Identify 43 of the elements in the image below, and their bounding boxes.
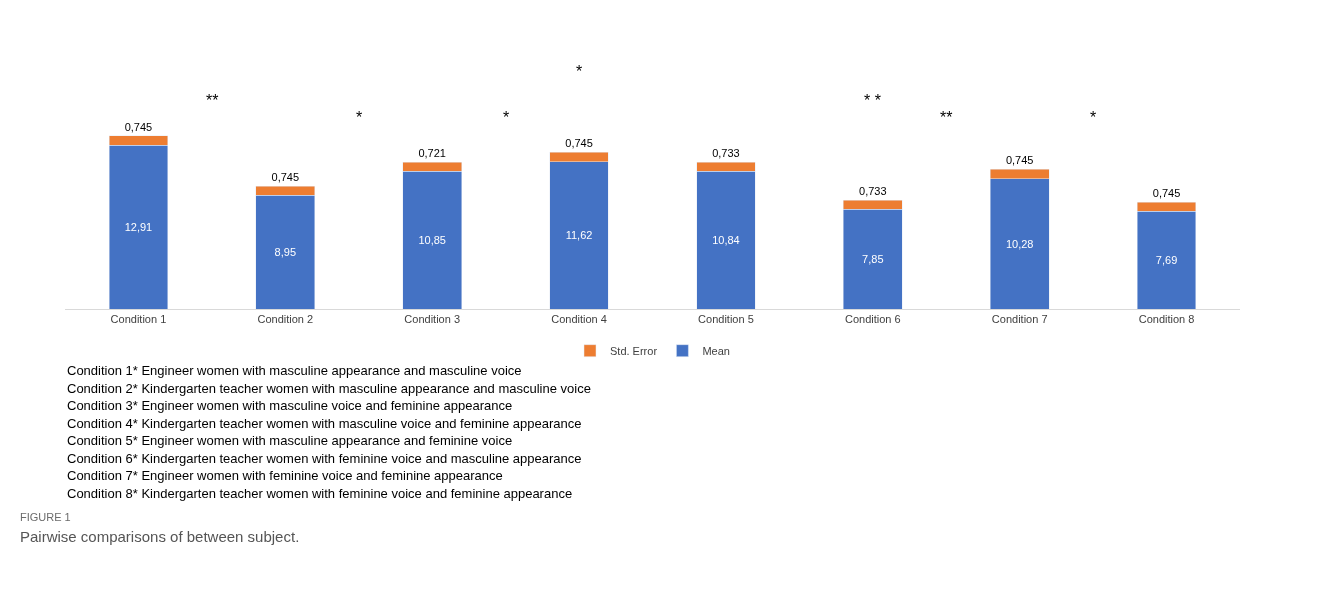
x-tick-label: Condition 3 xyxy=(404,313,461,326)
x-tick-label: Condition 5 xyxy=(698,313,754,326)
text: * xyxy=(503,109,510,126)
data-label: 7,69 xyxy=(1155,254,1178,267)
data-label: 0,745 xyxy=(271,171,300,184)
legend-label: Mean xyxy=(702,344,730,357)
text: Condition 1* Engineer women with masculine appearance and masculine voice xyxy=(67,363,522,378)
text: Condition 7* Engineer women with feminine voice and feminine appearance xyxy=(67,468,503,483)
text: Condition 2* Kindergarten teacher women with masculine appearance and masculine voice xyxy=(67,381,591,396)
x-tick-label: Condition 7 xyxy=(991,313,1048,326)
data-label: 0,721 xyxy=(418,147,446,160)
text: * xyxy=(356,109,363,126)
text: Pairwise comparisons of between subject. xyxy=(20,528,300,545)
data-label: 0,745 xyxy=(1152,187,1181,199)
text: * * xyxy=(864,92,881,109)
data-label: 10,84 xyxy=(712,234,740,247)
x-tick-label: Condition 8 xyxy=(1138,313,1195,326)
data-label: 12,91 xyxy=(124,221,153,234)
data-label: 0,745 xyxy=(124,120,153,133)
data-label: 10,28 xyxy=(1005,237,1034,250)
x-tick-label: Condition 1 xyxy=(110,313,167,326)
text: ** xyxy=(206,92,219,109)
x-tick-label: Condition 2 xyxy=(257,313,314,326)
data-label: 11,62 xyxy=(565,229,593,242)
text: Condition 6* Kindergarten teacher women with feminine voice and masculine appearance xyxy=(67,451,582,466)
text: ** xyxy=(940,109,953,126)
legend-label: Std. Error xyxy=(610,344,658,357)
x-tick-label: Condition 6 xyxy=(844,313,901,326)
x-tick-label: Condition 4 xyxy=(551,313,607,326)
text: * xyxy=(576,63,583,80)
data-label: 8,95 xyxy=(274,246,297,259)
data-label: 0,733 xyxy=(859,185,887,198)
text: Condition 5* Engineer women with masculine appearance and feminine voice xyxy=(67,433,513,448)
data-label: 10,85 xyxy=(418,234,446,247)
data-label: 0,745 xyxy=(565,137,593,150)
data-label: 0,745 xyxy=(1005,154,1034,167)
data-label: 0,733 xyxy=(712,147,740,160)
text: Condition 3* Engineer women with masculine voice and feminine appearance xyxy=(67,398,513,413)
text: * xyxy=(1090,109,1097,126)
text: Condition 8* Kindergarten teacher women with feminine voice and feminine appearance xyxy=(67,486,573,501)
text: Condition 4* Kindergarten teacher women with masculine voice and feminine appearance xyxy=(67,416,582,431)
data-label: 7,85 xyxy=(862,253,884,266)
caption: FIGURE 1 xyxy=(20,511,71,523)
